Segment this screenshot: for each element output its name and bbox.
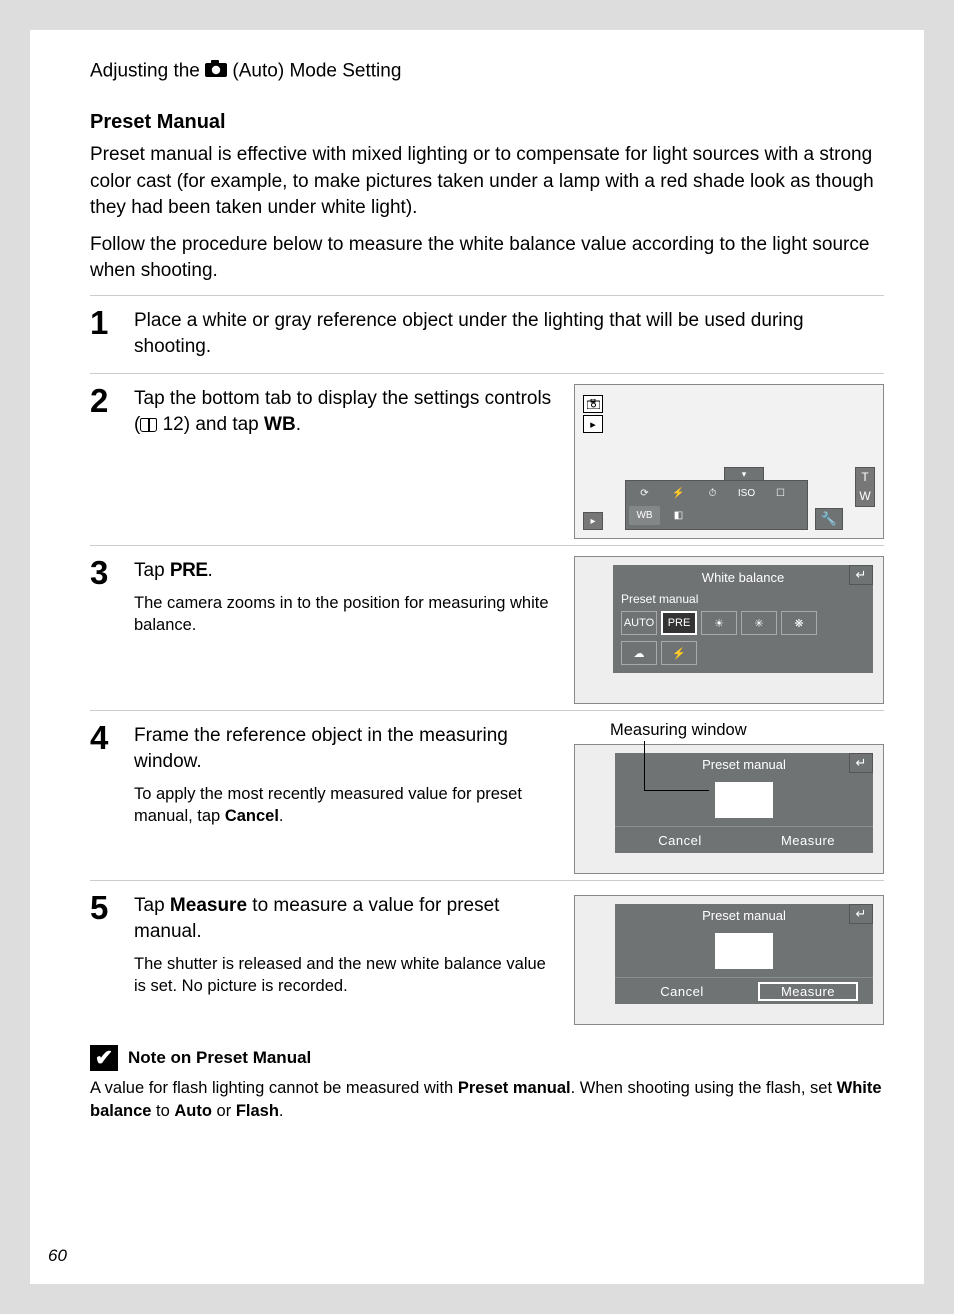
step-4: 4 Frame the reference object in the meas… (90, 710, 884, 880)
wb-pre-option[interactable]: PRE (661, 611, 697, 635)
wb-fluorescent-option[interactable]: ❋ (781, 611, 817, 635)
wb-icon: WB (629, 506, 660, 525)
note-block: ✔ Note on Preset Manual A value for flas… (90, 1045, 884, 1122)
step-4-text: Frame the reference object in the measur… (134, 723, 554, 774)
measure-button[interactable]: Measure (758, 982, 858, 1001)
measure-button[interactable]: Measure (758, 833, 858, 848)
step-1: 1 Place a white or gray reference object… (90, 295, 884, 373)
intro-para-1: Preset manual is effective with mixed li… (90, 142, 884, 222)
exposure-icon: ◧ (663, 506, 694, 525)
step-number: 1 (90, 306, 120, 339)
wb-daylight-option[interactable]: ☀ (701, 611, 737, 635)
intro-para-2: Follow the procedure below to measure th… (90, 232, 884, 285)
wb-flash-option[interactable]: ⚡ (661, 641, 697, 665)
wb-glyph: WB (264, 414, 296, 435)
page-header: Adjusting the (Auto) Mode Setting (90, 60, 884, 83)
wb-auto-option[interactable]: AUTO (621, 611, 657, 635)
step-2: 2 Tap the bottom tab to display the sett… (90, 373, 884, 545)
figure-step-3: White balance Preset manual AUTO PRE ☀ ✳… (574, 556, 884, 704)
step-3-sub: The camera zooms in to the position for … (134, 592, 554, 637)
pre-glyph: PRE (170, 560, 208, 581)
wb-panel-title: White balance (613, 565, 873, 590)
figure-step-2: ▸ ▸ ▾ ⟳ ⚡ ⏱ ISO ☐ WB ◧ 🔧 T (574, 384, 884, 539)
step-number: 4 (90, 721, 120, 754)
cancel-button[interactable]: Cancel (632, 984, 732, 999)
zoom-tw: T W (855, 467, 875, 507)
header-suffix: (Auto) Mode Setting (227, 61, 401, 82)
note-title: Note on Preset Manual (128, 1048, 311, 1068)
measuring-window (715, 933, 773, 969)
step-number: 3 (90, 556, 120, 589)
back-icon[interactable]: ↵ (849, 753, 873, 773)
note-check-icon: ✔ (90, 1045, 118, 1071)
continuous-icon: ☐ (765, 484, 796, 503)
cancel-button[interactable]: Cancel (630, 833, 730, 848)
wb-incandescent-option[interactable]: ✳ (741, 611, 777, 635)
camera-icon (205, 60, 227, 83)
self-timer-icon: ⟳ (629, 484, 660, 503)
step-3-text: Tap PRE. (134, 558, 554, 584)
step-1-text: Place a white or gray reference object u… (134, 308, 884, 359)
step-number: 2 (90, 384, 120, 417)
step-3: 3 Tap PRE. The camera zooms in to the po… (90, 545, 884, 710)
step-4-sub: To apply the most recently measured valu… (134, 783, 554, 828)
manual-ref-icon (140, 418, 157, 432)
wrench-icon: 🔧 (815, 508, 843, 530)
figure-step-4: Measuring window Preset manual Cancel Me… (574, 721, 884, 874)
settings-strip: ⟳ ⚡ ⏱ ISO ☐ WB ◧ (625, 480, 808, 530)
back-icon[interactable]: ↵ (849, 565, 873, 585)
focus-icon: ⏱ (697, 484, 728, 503)
figure-step-5: Preset manual Cancel Measure ↵ (574, 891, 884, 1025)
iso-icon: ISO (731, 484, 762, 503)
wb-panel-subtitle: Preset manual (613, 590, 873, 608)
note-body: A value for flash lighting cannot be mea… (90, 1077, 884, 1122)
measuring-window (715, 782, 773, 818)
back-icon[interactable]: ↵ (849, 904, 873, 924)
playback-mode-icon: ▸ (583, 415, 603, 433)
step-number: 5 (90, 891, 120, 924)
page-number: 60 (48, 1246, 67, 1266)
step-5-sub: The shutter is released and the new whit… (134, 953, 554, 998)
wb-cloudy-option[interactable]: ☁ (621, 641, 657, 665)
pm-title: Preset manual (615, 904, 873, 927)
header-prefix: Adjusting the (90, 61, 205, 82)
expand-icon: ▸ (583, 512, 603, 530)
strip-notch: ▾ (724, 467, 764, 480)
step-2-text: Tap the bottom tab to display the settin… (134, 386, 554, 437)
step-5-text: Tap Measure to measure a value for prese… (134, 893, 554, 944)
measuring-window-label: Measuring window (610, 721, 884, 740)
step-5: 5 Tap Measure to measure a value for pre… (90, 880, 884, 1031)
camera-mode-icon (583, 395, 603, 413)
section-title: Preset Manual (90, 111, 884, 134)
macro-icon: ⚡ (663, 484, 694, 503)
